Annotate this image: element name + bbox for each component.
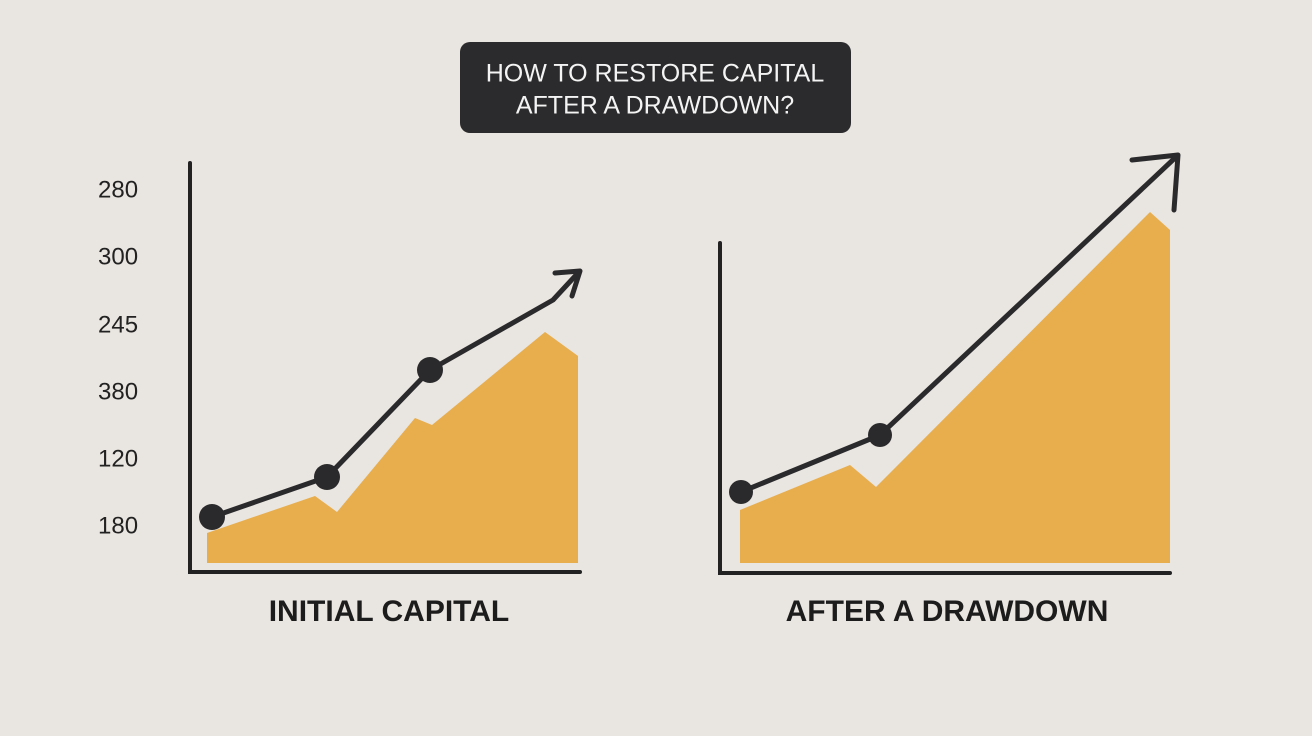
area	[740, 212, 1170, 563]
axis-label: 380	[98, 378, 138, 405]
panel-label: INITIAL CAPITAL	[269, 595, 510, 628]
title-line: HOW TO RESTORE CAPITAL	[486, 60, 825, 88]
axes	[188, 161, 582, 574]
point	[417, 357, 443, 383]
arrow-head	[1129, 152, 1181, 213]
title-box	[460, 42, 851, 133]
point	[314, 464, 340, 490]
point	[199, 504, 225, 530]
axis-label: 300	[98, 243, 138, 270]
axis-label: 180	[98, 512, 138, 539]
point	[868, 423, 892, 447]
axis-label: 245	[98, 311, 138, 338]
panel-label: AFTER A DRAWDOWN	[786, 595, 1109, 628]
right-panel: AFTER A DRAWDOWN	[718, 152, 1181, 628]
point	[729, 480, 753, 504]
axis-label: 120	[98, 445, 138, 472]
left-panel: 280 300 245 380 120 180 INITIAL CAPITAL	[98, 161, 583, 628]
title-line: AFTER A DRAWDOWN?	[516, 92, 794, 120]
arrow-head	[552, 268, 583, 299]
area	[207, 332, 578, 563]
axis-label: 280	[98, 176, 138, 203]
axes	[718, 241, 1172, 575]
